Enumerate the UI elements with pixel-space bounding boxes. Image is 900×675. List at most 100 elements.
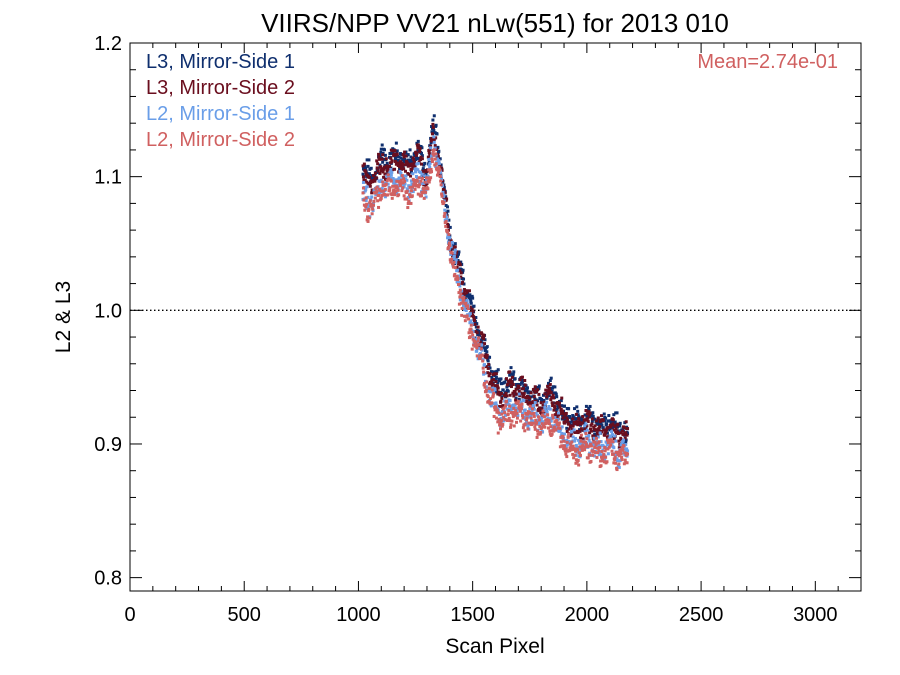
data-point (446, 205, 450, 209)
data-point (419, 179, 423, 183)
legend-entry: L3, Mirror-Side 2 (146, 77, 295, 99)
data-point (374, 187, 378, 191)
data-point (369, 181, 373, 185)
x-tick-label: 2500 (679, 604, 724, 626)
data-point (565, 426, 569, 430)
data-point (549, 391, 553, 395)
data-point (601, 418, 605, 422)
data-point (474, 316, 478, 320)
data-point (511, 391, 515, 395)
data-point (429, 146, 433, 150)
data-point (540, 397, 544, 401)
data-point (472, 304, 476, 308)
data-point (495, 410, 499, 414)
data-point (622, 433, 626, 437)
data-point (557, 401, 561, 405)
data-point (574, 461, 578, 465)
data-point (594, 442, 598, 446)
data-point (499, 377, 503, 381)
data-point (601, 455, 605, 459)
data-point (363, 208, 367, 212)
data-point (597, 440, 601, 444)
data-point (585, 412, 589, 416)
data-point (416, 149, 420, 153)
data-point (609, 434, 613, 438)
data-point (571, 452, 575, 456)
data-point (568, 442, 572, 446)
data-point (451, 265, 455, 269)
data-point (585, 437, 589, 441)
data-point (513, 413, 517, 417)
data-point (397, 155, 401, 159)
data-point (537, 384, 541, 388)
data-point (418, 149, 422, 153)
data-point (531, 421, 535, 425)
data-point (470, 330, 474, 334)
data-point (400, 189, 404, 193)
data-point (531, 400, 535, 404)
data-point (373, 179, 377, 183)
data-point (454, 260, 458, 264)
data-point (588, 431, 592, 435)
data-point (364, 198, 368, 202)
data-point (589, 429, 593, 433)
data-point (569, 445, 573, 449)
data-point (519, 391, 523, 395)
data-point (392, 188, 396, 192)
data-point (435, 132, 439, 136)
data-point (610, 430, 614, 434)
data-point (462, 289, 466, 293)
data-point (605, 422, 609, 426)
data-point (401, 162, 405, 166)
data-point (613, 458, 617, 462)
data-point (414, 155, 418, 159)
data-point (447, 232, 451, 236)
data-point (571, 417, 575, 421)
data-point (493, 372, 497, 376)
data-point (407, 201, 411, 205)
data-point (485, 353, 489, 357)
data-point (461, 291, 465, 295)
data-point (390, 193, 394, 197)
data-point (597, 443, 601, 447)
data-point (547, 405, 551, 409)
data-point (472, 315, 476, 319)
data-point (576, 448, 580, 452)
data-point (569, 434, 573, 438)
data-point (507, 409, 511, 413)
data-point (587, 406, 591, 410)
data-point (431, 118, 435, 122)
data-point (457, 280, 461, 284)
data-point (549, 419, 553, 423)
data-point (619, 436, 623, 440)
data-point (393, 159, 397, 163)
data-point (417, 185, 421, 189)
data-point (469, 301, 473, 305)
data-point (475, 331, 479, 335)
data-point (408, 162, 412, 166)
data-point (617, 465, 621, 469)
data-point (605, 460, 609, 464)
data-point (421, 169, 425, 173)
data-point (582, 421, 586, 425)
data-point (570, 427, 574, 431)
data-point (434, 165, 438, 169)
data-point (378, 163, 382, 167)
data-point (570, 419, 574, 423)
data-point (405, 161, 409, 165)
x-tick-label: 1000 (336, 604, 381, 626)
data-point (429, 167, 433, 171)
data-point (408, 185, 412, 189)
data-point (548, 429, 552, 433)
data-point (573, 447, 577, 451)
data-point (483, 363, 487, 367)
data-point (413, 154, 417, 158)
data-point (614, 439, 618, 443)
data-point (520, 413, 524, 417)
data-point (468, 321, 472, 325)
y-tick-label: 1.0 (94, 300, 122, 322)
data-point (385, 179, 389, 183)
data-point (611, 452, 615, 456)
data-point (555, 418, 559, 422)
